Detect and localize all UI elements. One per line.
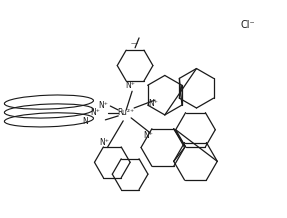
Text: Cl⁻: Cl⁻ <box>241 20 255 30</box>
Text: N⁺: N⁺ <box>125 81 135 90</box>
Text: N⁺: N⁺ <box>98 100 108 110</box>
Text: Ru²⁺: Ru²⁺ <box>118 108 135 118</box>
Text: N⁺: N⁺ <box>148 99 158 107</box>
Text: N: N <box>83 117 88 126</box>
Text: N⁺: N⁺ <box>90 108 100 118</box>
Text: N⁺: N⁺ <box>99 138 109 147</box>
Text: N⁺: N⁺ <box>143 131 153 140</box>
Text: —: — <box>131 40 137 46</box>
